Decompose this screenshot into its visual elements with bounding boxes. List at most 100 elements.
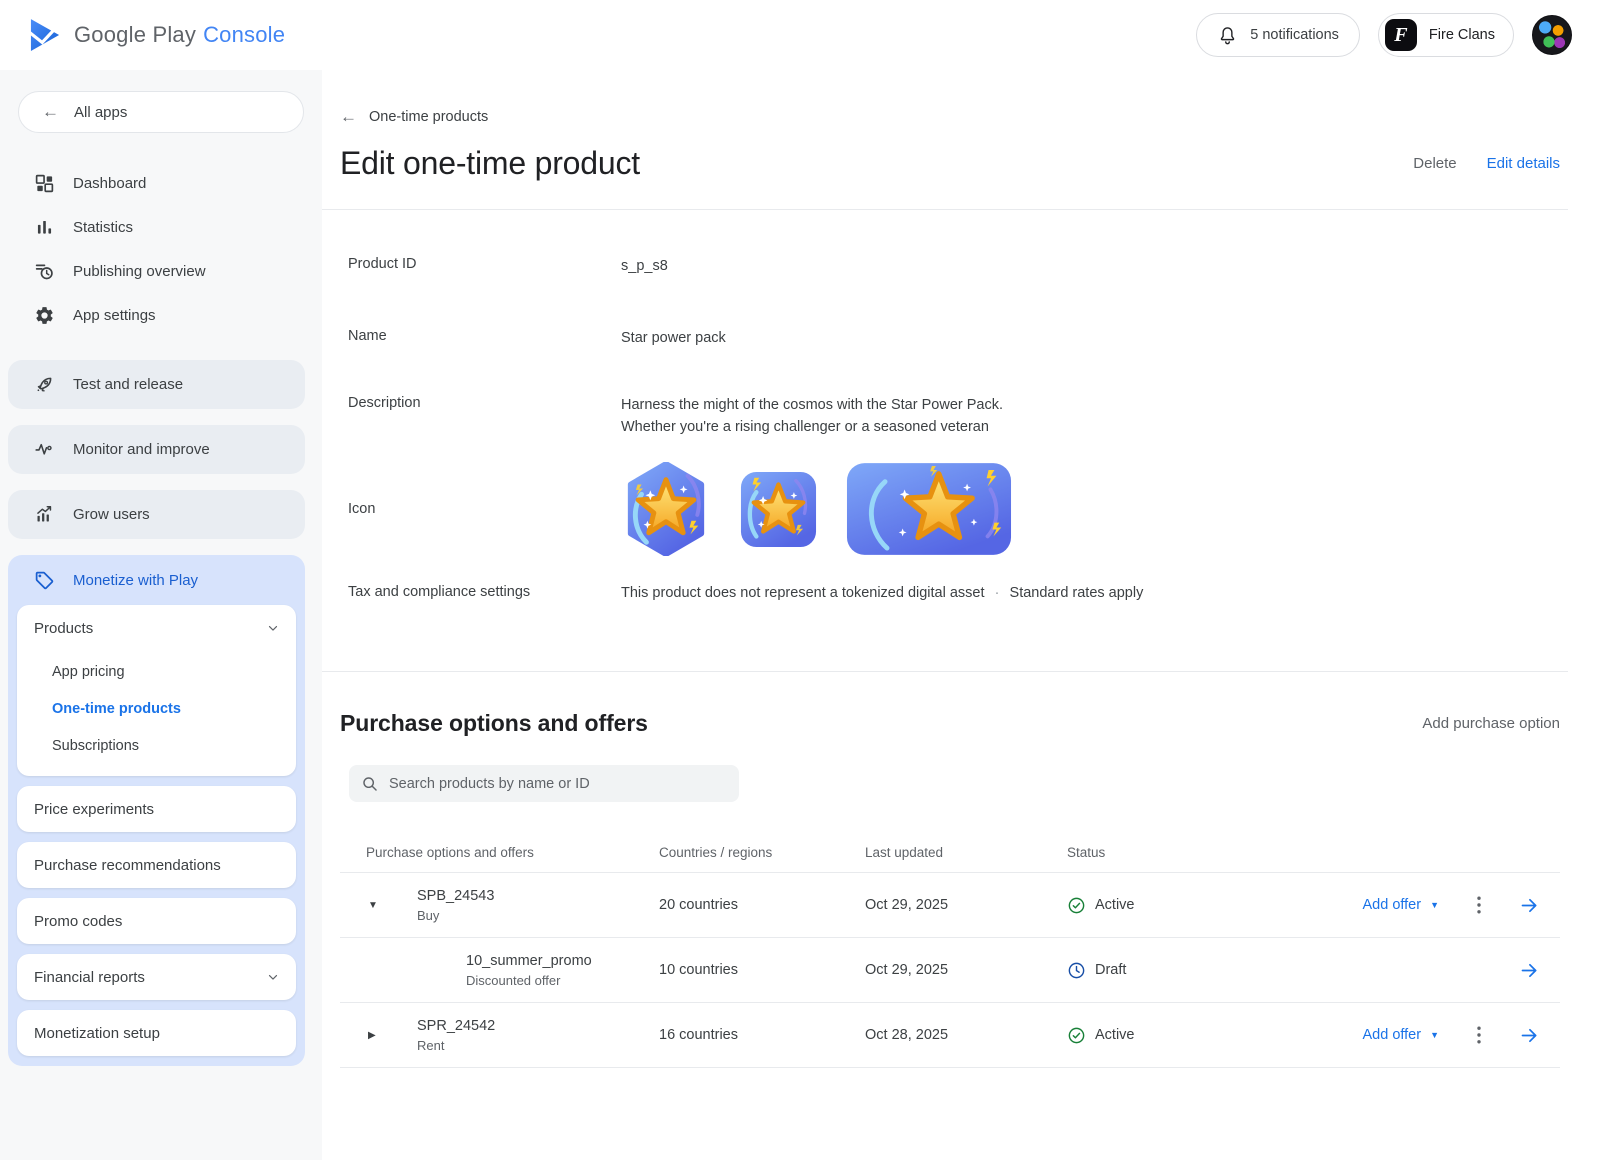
statistics-icon bbox=[33, 216, 55, 238]
sidebar-group-monitor-and-improve[interactable]: Monitor and improve bbox=[8, 425, 305, 474]
tax-value: This product does not represent a tokeni… bbox=[621, 584, 1143, 601]
all-apps-back-button[interactable]: ← All apps bbox=[18, 91, 304, 133]
app-monogram-letter: F bbox=[1394, 24, 1407, 47]
delete-button[interactable]: Delete bbox=[1413, 155, 1456, 172]
topbar-right: 5 notifications F Fire Clans bbox=[1196, 13, 1572, 57]
notifications-button[interactable]: 5 notifications bbox=[1196, 13, 1360, 57]
collapse-row-icon[interactable]: ▼ bbox=[368, 900, 384, 911]
bell-icon bbox=[1217, 25, 1238, 46]
row-actions bbox=[1290, 960, 1540, 981]
open-row-arrow-icon[interactable] bbox=[1519, 960, 1540, 981]
back-arrow-icon[interactable]: ← bbox=[340, 107, 357, 127]
overflow-menu-icon[interactable] bbox=[1473, 896, 1485, 914]
title-row: Edit one-time product Delete Edit detail… bbox=[340, 145, 1560, 182]
sidebar-item-products[interactable]: Products bbox=[17, 605, 296, 651]
divider bbox=[340, 1067, 1560, 1068]
chevron-down-icon bbox=[266, 970, 280, 984]
last-updated-cell: Oct 29, 2025 bbox=[865, 897, 1067, 913]
sidebar-item-one-time-products[interactable]: One-time products bbox=[17, 690, 296, 727]
description-value: Harness the might of the cosmos with the… bbox=[621, 395, 1003, 438]
sidebar-item-financial-reports[interactable]: Financial reports bbox=[17, 954, 296, 1000]
table-row-child: 10_summer_promo Discounted offer 10 coun… bbox=[366, 938, 1540, 1002]
column-header-countries: Countries / regions bbox=[659, 845, 865, 860]
purchase-option-type: Buy bbox=[417, 908, 494, 923]
brand-google-play: Google Play bbox=[74, 22, 196, 48]
sidebar-group-test-and-release[interactable]: Test and release bbox=[8, 360, 305, 409]
sidebar-item-statistics[interactable]: Statistics bbox=[0, 205, 322, 249]
dot-separator: · bbox=[995, 584, 1000, 601]
status-label: Draft bbox=[1095, 962, 1126, 978]
tax-label: Tax and compliance settings bbox=[348, 584, 621, 601]
search-box[interactable] bbox=[349, 765, 739, 802]
sidebar-group-label: Monitor and improve bbox=[73, 441, 210, 458]
rocket-icon bbox=[33, 374, 55, 396]
title-actions: Delete Edit details bbox=[1413, 155, 1560, 172]
sub-item-label: One-time products bbox=[52, 701, 181, 717]
current-app-name: Fire Clans bbox=[1429, 27, 1495, 43]
product-icon-hexagon bbox=[621, 462, 711, 556]
sidebar: ← All apps Dashboard Statistics bbox=[0, 70, 322, 1160]
card-label: Price experiments bbox=[34, 801, 154, 818]
sidebar-item-label: Publishing overview bbox=[73, 263, 206, 280]
sidebar-item-label: Dashboard bbox=[73, 175, 146, 192]
add-offer-button[interactable]: Add offer ▼ bbox=[1362, 1027, 1439, 1043]
product-icon-strip bbox=[621, 462, 1012, 556]
product-details: Product ID s_p_s8 Name Star power pack D… bbox=[340, 210, 1560, 601]
column-header-purchase-options: Purchase options and offers bbox=[366, 845, 659, 860]
countries-cell: 10 countries bbox=[659, 962, 865, 978]
sidebar-item-dashboard[interactable]: Dashboard bbox=[0, 161, 322, 205]
account-avatar[interactable] bbox=[1532, 15, 1572, 55]
sidebar-group-grow-users[interactable]: Grow users bbox=[8, 490, 305, 539]
last-updated-cell: Oct 29, 2025 bbox=[865, 962, 1067, 978]
sidebar-item-purchase-recommendations[interactable]: Purchase recommendations bbox=[17, 842, 296, 888]
sidebar-group-label: Test and release bbox=[73, 376, 183, 393]
add-offer-label: Add offer bbox=[1362, 897, 1421, 913]
purchase-options-header: Purchase options and offers Add purchase… bbox=[340, 710, 1560, 737]
table-row: ▼ SPB_24543 Buy 20 countries Oct 29, 202… bbox=[366, 873, 1540, 937]
status-label: Active bbox=[1095, 897, 1135, 913]
sidebar-item-promo-codes[interactable]: Promo codes bbox=[17, 898, 296, 944]
overflow-menu-icon[interactable] bbox=[1473, 1026, 1485, 1044]
back-arrow-icon: ← bbox=[42, 102, 59, 122]
add-purchase-option-button[interactable]: Add purchase option bbox=[1422, 715, 1560, 732]
sidebar-item-app-settings[interactable]: App settings bbox=[0, 293, 322, 337]
purchase-options-section: Purchase options and offers Add purchase… bbox=[340, 710, 1560, 1068]
expand-row-icon[interactable]: ▶ bbox=[368, 1030, 384, 1041]
dashboard-icon bbox=[33, 172, 55, 194]
monetization-setup-card: Monetization setup bbox=[17, 1010, 296, 1056]
tax-value-secondary: Standard rates apply bbox=[1010, 585, 1144, 601]
sidebar-item-price-experiments[interactable]: Price experiments bbox=[17, 786, 296, 832]
add-offer-button[interactable]: Add offer ▼ bbox=[1362, 897, 1439, 913]
purchase-option-type: Rent bbox=[417, 1038, 495, 1053]
offer-id: 10_summer_promo bbox=[466, 953, 592, 969]
sidebar-item-monetize-with-play[interactable]: Monetize with Play bbox=[8, 555, 305, 605]
chevron-down-icon bbox=[266, 621, 280, 635]
icon-label: Icon bbox=[348, 501, 621, 517]
promo-codes-card: Promo codes bbox=[17, 898, 296, 944]
publishing-overview-icon bbox=[33, 260, 55, 282]
description-line-2: Whether you're a rising challenger or a … bbox=[621, 417, 1003, 439]
offer-type: Discounted offer bbox=[466, 973, 592, 988]
name-value: Star power pack bbox=[621, 328, 726, 350]
card-label: Purchase recommendations bbox=[34, 857, 221, 874]
growth-chart-icon bbox=[33, 504, 55, 526]
search-input[interactable] bbox=[389, 776, 727, 792]
sidebar-item-monetization-setup[interactable]: Monetization setup bbox=[17, 1010, 296, 1056]
brand-console: Console bbox=[203, 22, 285, 48]
open-row-arrow-icon[interactable] bbox=[1519, 895, 1540, 916]
sidebar-item-app-pricing[interactable]: App pricing bbox=[17, 653, 296, 690]
sidebar-item-publishing-overview[interactable]: Publishing overview bbox=[0, 249, 322, 293]
column-header-last-updated: Last updated bbox=[865, 845, 1067, 860]
product-id-row: Product ID s_p_s8 bbox=[340, 256, 1560, 278]
description-label: Description bbox=[348, 395, 621, 438]
page-title: Edit one-time product bbox=[340, 145, 640, 182]
breadcrumb-label[interactable]: One-time products bbox=[369, 109, 488, 125]
open-row-arrow-icon[interactable] bbox=[1519, 1025, 1540, 1046]
current-app-switcher[interactable]: F Fire Clans bbox=[1378, 13, 1514, 57]
sidebar-item-subscriptions[interactable]: Subscriptions bbox=[17, 727, 296, 764]
edit-details-button[interactable]: Edit details bbox=[1487, 155, 1560, 172]
pulse-icon bbox=[33, 439, 55, 461]
products-label: Products bbox=[34, 620, 93, 637]
brand-logo: Google Play Console bbox=[30, 18, 285, 52]
description-line-1: Harness the might of the cosmos with the… bbox=[621, 395, 1003, 417]
